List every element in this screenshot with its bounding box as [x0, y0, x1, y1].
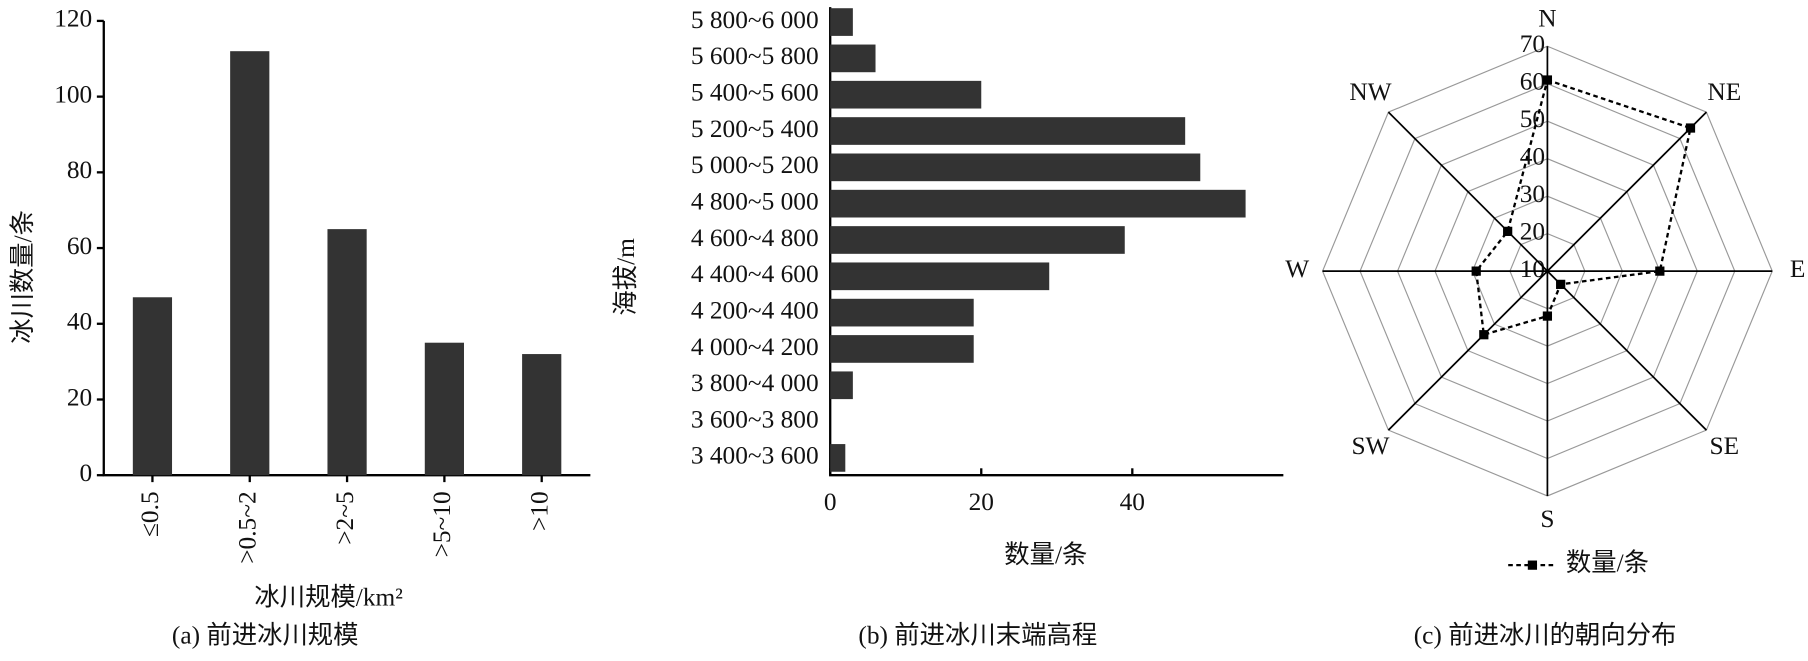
x-tick-label: ≤0.5 [136, 491, 164, 537]
marker [1655, 266, 1665, 276]
r-tick-label: 50 [1520, 105, 1545, 133]
r-tick-label: 70 [1520, 30, 1545, 58]
spoke [1387, 270, 1549, 431]
bar [830, 189, 1246, 218]
x-tick-label: 40 [1120, 488, 1145, 516]
bar [830, 298, 974, 327]
bar [132, 297, 173, 476]
bar [327, 229, 367, 476]
marker [1556, 279, 1566, 289]
bar [830, 371, 853, 400]
y-tick-label: 5 400~5 600 [691, 79, 819, 107]
r-tick-label: 60 [1520, 68, 1545, 96]
direction-label: S [1540, 505, 1554, 533]
marker [1685, 123, 1696, 133]
bar [424, 342, 464, 476]
y-tick-label: 4 000~4 200 [691, 333, 819, 361]
y-axis-label: 海拔/m [612, 238, 640, 316]
y-tick-label: 120 [54, 5, 92, 33]
x-tick-label: >2~5 [331, 491, 359, 544]
direction-label: NE [1707, 78, 1741, 106]
y-tick-label: 100 [54, 80, 92, 108]
y-tick-label: 3 600~3 800 [691, 405, 819, 433]
legend-marker [1527, 560, 1538, 570]
x-tick-label: >10 [526, 491, 554, 531]
y-tick-label: 4 600~4 800 [691, 224, 819, 252]
r-tick-label: 30 [1520, 180, 1545, 208]
y-axis-label: 冰川数量/条 [9, 210, 37, 344]
y-tick-label: 5 600~5 800 [691, 42, 819, 70]
bar [830, 117, 1186, 145]
series-line [1475, 78, 1692, 337]
x-tick-label: 0 [824, 488, 837, 516]
direction-label: SE [1710, 432, 1740, 460]
marker [1542, 75, 1553, 85]
bar [830, 153, 1201, 182]
direction-label: E [1790, 255, 1806, 283]
y-tick-label: 60 [67, 232, 92, 260]
direction-label: N [1538, 5, 1556, 33]
legend-label: 数量/条 [1566, 549, 1649, 577]
y-tick-label: 80 [67, 156, 92, 184]
y-tick-label: 3 800~4 000 [691, 369, 819, 397]
spoke [1387, 111, 1549, 272]
caption: (b) 前进冰川末端高程 [858, 622, 1097, 650]
spoke [1546, 111, 1708, 272]
r-tick-label: 10 [1520, 255, 1545, 283]
y-tick-label: 3 400~3 600 [691, 442, 819, 470]
y-tick-label: 4 200~4 400 [691, 296, 819, 324]
spoke [1546, 270, 1708, 431]
y-tick-label: 40 [67, 308, 92, 336]
x-tick-label: 20 [969, 488, 994, 516]
marker [1542, 311, 1553, 321]
caption: (c) 前进冰川的朝向分布 [1414, 622, 1677, 650]
direction-label: W [1285, 255, 1309, 283]
x-axis-label: 数量/条 [1004, 541, 1087, 569]
r-tick-label: 20 [1520, 217, 1545, 245]
x-tick-label: >0.5~2 [234, 491, 262, 563]
bar [830, 262, 1050, 291]
bar [830, 444, 846, 472]
direction-label: NW [1349, 78, 1391, 106]
marker [1471, 266, 1481, 276]
bar [830, 8, 853, 36]
y-tick-label: 0 [80, 459, 93, 487]
r-tick-label: 40 [1520, 143, 1545, 171]
x-axis-label: 冰川规模/km² [254, 584, 403, 612]
bar [522, 354, 562, 476]
y-tick-label: 4 400~4 600 [691, 260, 819, 288]
y-tick-label: 4 800~5 000 [691, 187, 819, 215]
marker [1503, 226, 1513, 236]
bar [830, 44, 876, 73]
marker [1479, 330, 1489, 340]
caption: (a) 前进冰川规模 [172, 622, 359, 650]
direction-label: SW [1351, 432, 1389, 460]
y-tick-label: 20 [67, 383, 92, 411]
bar [830, 335, 974, 363]
bar [830, 80, 982, 109]
bar [230, 51, 270, 476]
y-tick-label: 5 200~5 400 [691, 115, 819, 143]
y-tick-label: 5 000~5 200 [691, 151, 819, 179]
x-tick-label: >5~10 [428, 491, 456, 557]
bar [830, 226, 1125, 254]
y-tick-label: 5 800~6 000 [691, 6, 819, 34]
